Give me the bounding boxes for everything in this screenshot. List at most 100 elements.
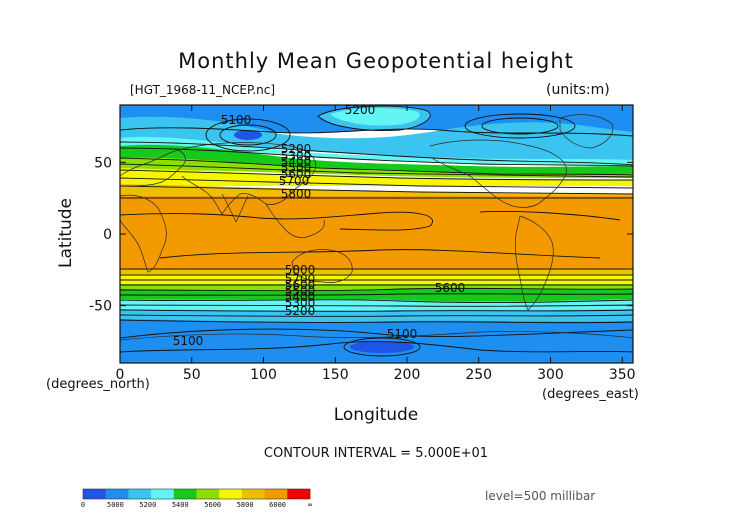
x-tick-label: 100	[250, 367, 277, 383]
low-center-south	[350, 341, 414, 353]
band-cyan-north-pole	[330, 108, 420, 126]
contour-line	[464, 113, 576, 139]
contour-line	[120, 341, 633, 353]
contour-interval-label: CONTOUR INTERVAL = 5.000E+01	[264, 446, 488, 461]
contour-line	[219, 124, 277, 146]
contour-lines	[120, 105, 633, 357]
coastline-north-america	[429, 139, 567, 208]
y-tick-label: 0	[103, 227, 112, 243]
x-tick-label: 250	[465, 367, 492, 383]
colorbar-tick-label: 5000	[107, 501, 124, 509]
x-tick-label: 200	[394, 367, 421, 383]
contour-line	[317, 105, 431, 131]
colorbar-frame	[82, 488, 311, 500]
contour-label: 5400	[281, 155, 312, 169]
colorbar-segment	[173, 489, 186, 499]
colorbar-segment	[207, 489, 220, 499]
band-green-south	[120, 288, 633, 303]
band-green-north	[120, 144, 633, 175]
contour-line	[205, 118, 291, 152]
x-axis-label: Longitude	[334, 405, 419, 425]
band-orange-tropics	[120, 196, 633, 270]
contour-line	[479, 211, 621, 221]
contour-line	[343, 337, 421, 357]
contour-label: 5100	[173, 334, 204, 348]
contour-line	[120, 293, 633, 296]
contour-label: 5600	[435, 281, 466, 295]
coastline-india	[221, 193, 249, 223]
contour-label: 5600	[285, 278, 316, 292]
contour-label: 5300	[285, 296, 316, 310]
contour-line	[120, 299, 633, 303]
contour-line	[120, 287, 633, 292]
low-center-north	[234, 130, 262, 140]
contour-line	[120, 169, 633, 181]
plot-area: 5100520052005300540055005600570058005800…	[120, 105, 633, 363]
contour-label: 5700	[285, 272, 316, 286]
colorbar-tick-label: 6000	[269, 501, 286, 509]
colorbar-segment	[185, 489, 197, 499]
x-unit-label: (degrees_east)	[542, 387, 639, 402]
units-label: (units:m)	[546, 82, 610, 98]
contour-label: 5500	[285, 284, 316, 298]
colorbar-ticks: 0 5000 5200 5400 5600 5800 6000 ∞	[81, 501, 312, 509]
contour-line	[120, 163, 633, 178]
colorbar-segment	[162, 489, 175, 499]
y-axis-label: Latitude	[56, 198, 76, 268]
contour-label: 5500	[281, 161, 312, 175]
colorbar-segment	[94, 489, 106, 499]
contour-line	[120, 319, 633, 324]
contour-line	[481, 117, 559, 135]
colorbar-segment	[139, 489, 152, 499]
x-tick-label: 350	[609, 367, 636, 383]
colorbar-segment	[83, 489, 95, 499]
contour-label: 5400	[285, 290, 316, 304]
colorbar-segment	[151, 489, 163, 499]
contour-label: 5100	[221, 113, 252, 127]
coastline-asia	[177, 142, 316, 215]
colorbar-segment	[196, 489, 209, 499]
band-sky-north	[120, 116, 633, 165]
colorbar-tick-label: 5200	[139, 501, 156, 509]
contour-line	[120, 177, 633, 189]
level-label: level=500 millibar	[485, 489, 595, 503]
colorbar-segment	[128, 489, 141, 499]
band-blue-south	[120, 319, 633, 363]
coastlines	[120, 114, 633, 341]
contour-line	[120, 304, 633, 307]
contour-line	[120, 185, 633, 195]
colorbar-tick-label: 0	[81, 501, 85, 509]
contour-label: 5200	[281, 142, 312, 156]
colorbar-segment	[264, 489, 277, 499]
coastline-africa	[120, 194, 167, 273]
contour-line	[120, 157, 633, 176]
x-tick-label: 300	[537, 367, 564, 383]
contour-label: 5600	[281, 167, 312, 181]
contour-line	[120, 328, 633, 339]
chart-title: Monthly Mean Geopotential height	[178, 49, 574, 73]
colorbar-segment	[241, 489, 254, 499]
coastline-australia	[291, 249, 353, 283]
colorbar	[82, 488, 311, 500]
contour-label: 5800	[285, 263, 316, 277]
contour-labels: 5100520052005300540055005600570058005800…	[173, 105, 466, 348]
y-tick-label: 50	[94, 155, 112, 171]
contour-label: 5300	[281, 149, 312, 163]
contour-label: 5200	[285, 304, 316, 318]
colorbar-segment	[219, 489, 231, 499]
contour-label: 5800	[281, 187, 312, 201]
colorbar-tick-label: 5600	[204, 501, 221, 509]
colorbar-segment	[253, 489, 265, 499]
band-yellow-south	[120, 274, 633, 285]
y-unit-label: (degrees_north)	[46, 377, 150, 392]
coastline-antarctica	[120, 331, 633, 341]
contour-line	[159, 249, 601, 259]
contour-line	[120, 147, 633, 167]
colorbar-segment	[117, 489, 129, 499]
band-gold-south	[120, 269, 633, 275]
contour-line	[120, 211, 433, 231]
colorbar-tick-label: ∞	[308, 501, 312, 509]
band-gold-north	[120, 184, 633, 198]
colorbar-segment	[298, 489, 311, 499]
